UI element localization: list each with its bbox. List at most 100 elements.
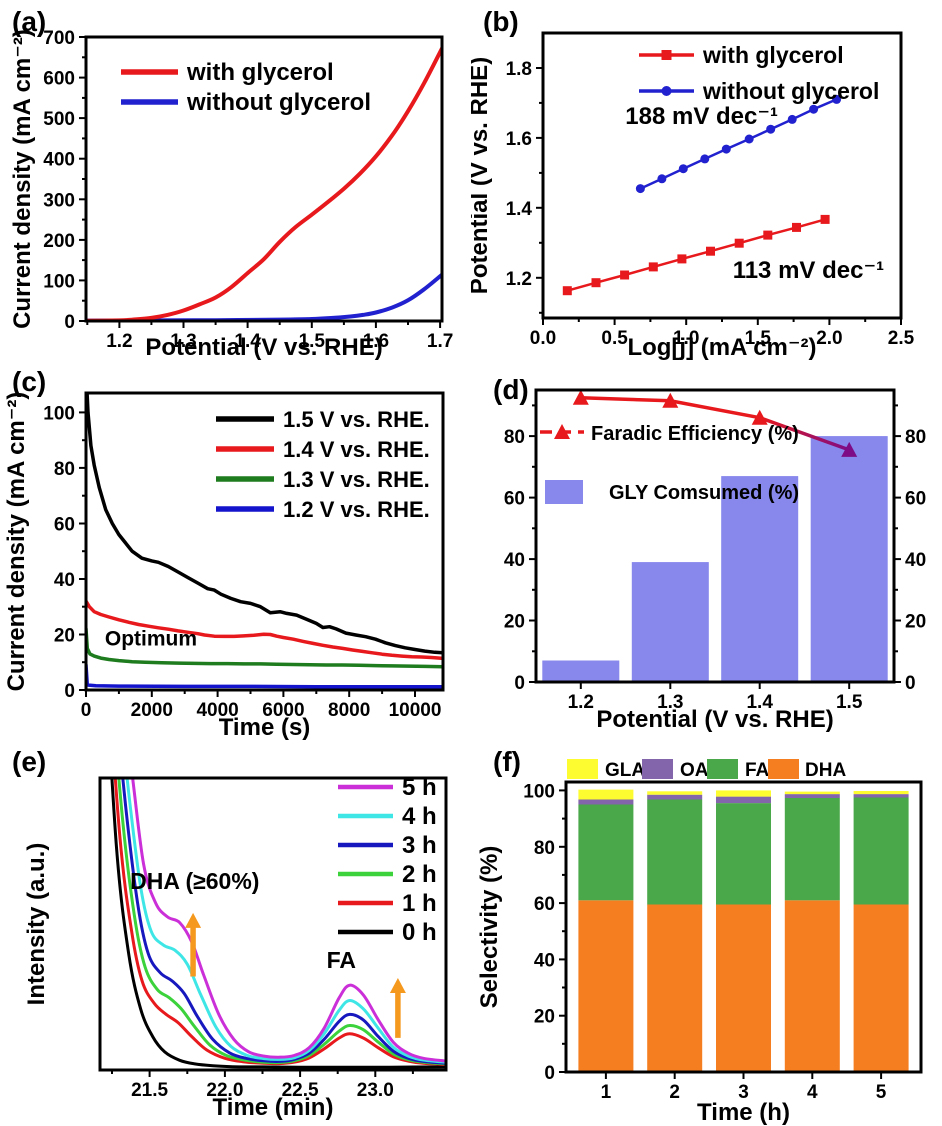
legend-label-1-2-v-vs-rhe: 1.2 V vs. RHE. — [283, 497, 430, 522]
legend: 5 h4 h3 h2 h1 h0 h — [338, 774, 437, 946]
x-axis-label: Time (h) — [697, 1099, 790, 1126]
legend-label-1-5-v-vs-rhe: 1.5 V vs. RHE. — [283, 407, 430, 432]
legend-label-without-glycerol: without glycerol — [702, 78, 879, 104]
y-tick-label: 1.6 — [506, 129, 532, 150]
annotation-188-mv-dec: 188 mV dec⁻¹ — [625, 103, 778, 130]
bar-gly-comsumed-1 — [631, 562, 709, 682]
y-tick-label: 0 — [544, 1063, 555, 1084]
x-tick-label: 0.0 — [530, 328, 556, 349]
plot-area — [578, 789, 909, 1072]
x-tick-label: 1.0 — [673, 328, 699, 349]
legend: with glycerol without glycerol — [639, 42, 879, 104]
x-axis-label: Time (s) — [219, 714, 311, 740]
bar-oa-2 — [647, 794, 703, 800]
plot-area — [86, 393, 443, 689]
x-tick-label: 1.5 — [836, 692, 863, 713]
up-arrow-icon — [185, 912, 202, 977]
bar-fa-1 — [578, 804, 634, 901]
annotation-dha-60: DHA (≥60%) — [130, 868, 259, 894]
y-tick-label: 0 — [64, 681, 75, 702]
y-tick-label: 20 — [54, 626, 75, 647]
bar-gla-1 — [578, 789, 634, 800]
y-tick-label: 60 — [504, 489, 525, 510]
y-tick-label-right: 40 — [905, 550, 926, 571]
panel-e-label: (e) — [12, 746, 47, 777]
x-tick-label: 1.4 — [746, 692, 773, 713]
legend-label-fa: FA — [745, 760, 770, 781]
panel-a-label: (a) — [12, 6, 47, 37]
series-3-h — [121, 778, 446, 1065]
legend-swatch-oa — [642, 759, 673, 779]
plot-frame — [541, 31, 903, 320]
panel-a-chart: 1.2 1.3 1.4 1.5 1.6 1.7 0 100 200 300 400 500 600 700… — [9, 28, 453, 360]
panel-c-chart: 0 2000 4000 6000 8000 10000 0 20 40 60 80 100 Time (… — [3, 391, 445, 740]
legend-label-dha: DHA — [805, 760, 846, 781]
legend-label-with-glycerol: with glycerol — [186, 59, 334, 86]
annotation-fa: FA — [327, 947, 356, 973]
bar-dha-5 — [853, 904, 909, 1072]
y-tick-label: 100 — [43, 271, 75, 292]
x-tick-label: 2.0 — [816, 328, 842, 349]
plot-frame — [84, 391, 445, 692]
legend-label-gla: GLA — [605, 760, 645, 781]
bar-fa-3 — [716, 803, 771, 905]
y-tick-label-right: 0 — [905, 673, 916, 694]
x-tick-label: 8000 — [328, 700, 370, 721]
panel-b: (b) 0.0 0.5 1.0 1.5 2.0 2.5 1.2 1.4 1.6 1.8 Log[j]… — [471, 0, 942, 360]
legend-label-1-3-v-vs-rhe: 1.3 V vs. RHE. — [283, 467, 430, 492]
bar-gla-2 — [647, 791, 703, 795]
y-tick-label: 80 — [504, 427, 525, 448]
series-with-glycerol — [566, 218, 827, 292]
legend-label-4-h: 4 h — [402, 803, 437, 830]
y-tick-label: 100 — [43, 403, 75, 424]
y-axis-label: Potential (V vs. RHE) — [471, 57, 493, 294]
legend-swatch-fa — [707, 759, 738, 779]
x-axis-label: Potential (V vs. RHE) — [145, 334, 382, 360]
x-axis-label: Potential (V vs. RHE) — [596, 706, 833, 733]
legend-label-with-glycerol: with glycerol — [702, 42, 844, 68]
panel-e: (e) 21.5 22.0 22.5 23.0 Time (min) Intensity … — [0, 740, 471, 1126]
y-tick-label-right: 80 — [905, 427, 926, 448]
plot-frame — [564, 780, 923, 1074]
y-tick-label: 80 — [534, 838, 555, 859]
bar-gla-5 — [853, 791, 909, 795]
legend: with glycerol without glycerol — [121, 59, 371, 116]
x-tick-label: 22.0 — [206, 1080, 243, 1101]
bar-fa-5 — [853, 797, 909, 905]
legend-swatch-gla — [567, 759, 598, 779]
y-tick-label: 20 — [534, 1007, 555, 1028]
x-tick-label: 0 — [81, 700, 92, 721]
plot-frame — [534, 388, 896, 684]
y-tick-label: 0 — [64, 312, 75, 333]
bar-oa-5 — [853, 794, 909, 798]
axes: 1.2 1.3 1.4 1.5 0 0 20 20 40 40 60 60 80 80 Potential … — [504, 404, 926, 733]
axes: 1.2 1.3 1.4 1.5 1.6 1.7 0 100 200 300 400 500 600 700… — [9, 28, 453, 360]
bar-gly-comsumed-2 — [721, 476, 799, 682]
legend: GLA OA FA DHA — [567, 759, 846, 781]
series-4-h — [125, 778, 446, 1064]
bar-oa-3 — [716, 796, 771, 804]
x-tick-label: 10000 — [389, 700, 442, 721]
series-1-4-v-vs-rhe — [86, 599, 443, 661]
y-tick-label: 200 — [43, 231, 75, 252]
legend-label-oa: OA — [680, 760, 709, 781]
legend-label-without-glycerol: without glycerol — [186, 89, 371, 116]
y-tick-label: 500 — [43, 109, 75, 130]
series-without-glycerol — [86, 272, 442, 321]
x-tick-label: 23.0 — [357, 1080, 394, 1101]
y-tick-label: 80 — [54, 459, 75, 480]
annotation-113-mv-dec: 113 mV dec⁻¹ — [733, 257, 884, 284]
y-tick-label: 1.2 — [506, 269, 532, 290]
up-arrow-icon — [389, 978, 406, 1038]
y-tick-label-right: 60 — [905, 489, 926, 510]
panel-f-chart: 1 2 3 4 5 0 20 40 60 80 100 Time (h) Selectivity (%)… — [476, 759, 923, 1126]
legend-swatch-dha — [768, 759, 799, 779]
plot-frame — [84, 35, 444, 323]
x-tick-label: 1 — [601, 1082, 612, 1103]
legend-label-faradic-efficiency: Faradic Efficiency (%) — [591, 423, 799, 445]
series-0-h — [110, 778, 446, 1069]
y-tick-label: 100 — [523, 781, 555, 802]
y-axis-label: Current density (mA cm⁻²) — [3, 392, 30, 692]
axes: 0 2000 4000 6000 8000 10000 0 20 40 60 80 100 Time (… — [3, 392, 441, 740]
